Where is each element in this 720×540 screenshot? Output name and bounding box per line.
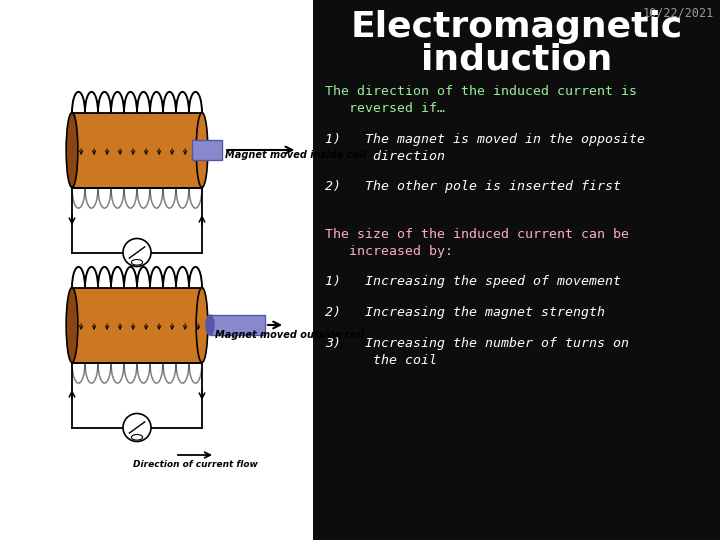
Ellipse shape <box>206 315 214 335</box>
Circle shape <box>123 239 151 267</box>
Text: direction: direction <box>325 150 445 163</box>
Text: 3)   Increasing the number of turns on: 3) Increasing the number of turns on <box>325 336 629 349</box>
Bar <box>72 287 202 362</box>
Ellipse shape <box>66 287 78 362</box>
Bar <box>210 315 265 335</box>
Bar <box>72 112 202 187</box>
Ellipse shape <box>66 112 78 187</box>
Text: 2)   The other pole is inserted first: 2) The other pole is inserted first <box>325 180 621 193</box>
Text: The size of the induced current can be: The size of the induced current can be <box>325 228 629 241</box>
Text: Direction of current flow: Direction of current flow <box>132 460 258 469</box>
Text: increased by:: increased by: <box>325 245 453 258</box>
Text: Magnet moved inside coil: Magnet moved inside coil <box>225 150 366 160</box>
Bar <box>0 0 313 540</box>
Text: Magnet moved outside coil: Magnet moved outside coil <box>215 330 364 340</box>
Bar <box>192 140 222 160</box>
Circle shape <box>123 414 151 442</box>
Ellipse shape <box>132 260 143 265</box>
Text: Electromagnetic: Electromagnetic <box>351 10 683 44</box>
Text: 10/22/2021: 10/22/2021 <box>643 6 714 19</box>
Text: the coil: the coil <box>325 354 437 367</box>
Text: induction: induction <box>421 42 612 76</box>
Ellipse shape <box>132 435 143 440</box>
Text: 1)   Increasing the speed of movement: 1) Increasing the speed of movement <box>325 275 621 288</box>
Text: 1)   The magnet is moved in the opposite: 1) The magnet is moved in the opposite <box>325 133 645 146</box>
Ellipse shape <box>196 287 208 362</box>
Text: reversed if…: reversed if… <box>325 102 445 115</box>
Text: 2)   Increasing the magnet strength: 2) Increasing the magnet strength <box>325 306 606 319</box>
Text: The direction of the induced current is: The direction of the induced current is <box>325 85 637 98</box>
Ellipse shape <box>196 112 208 187</box>
